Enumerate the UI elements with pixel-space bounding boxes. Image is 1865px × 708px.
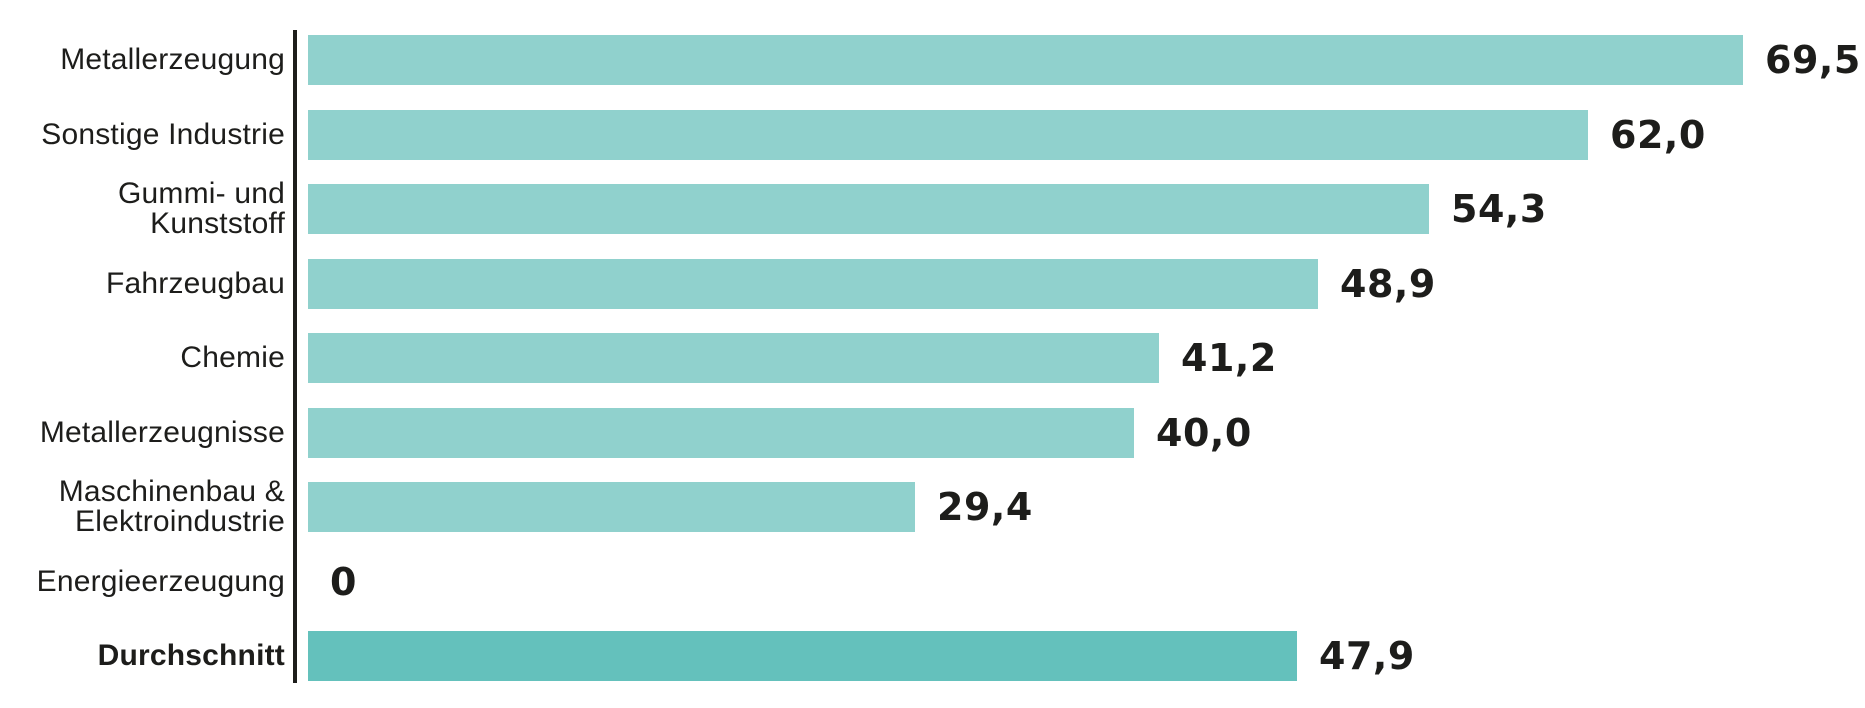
category-label-line: Fahrzeugbau bbox=[106, 266, 285, 300]
category-label: Metallerzeugnisse bbox=[0, 415, 285, 449]
chart-row: Metallerzeugnisse 40,0 bbox=[0, 396, 1865, 471]
bar bbox=[308, 482, 915, 533]
chart-row: Energieerzeugung 0 bbox=[0, 545, 1865, 620]
value-label: 41,2 bbox=[1181, 336, 1277, 381]
category-label: Fahrzeugbau bbox=[0, 266, 285, 300]
category-label: Gummi- und Kunststoff bbox=[0, 179, 285, 239]
bar bbox=[308, 631, 1297, 682]
value-label: 40,0 bbox=[1156, 410, 1252, 455]
value-label: 29,4 bbox=[937, 485, 1033, 530]
category-label-line: Metallerzeugnisse bbox=[39, 415, 285, 449]
chart-row: Durchschnitt 47,9 bbox=[0, 619, 1865, 694]
category-label-line: Kunststoff bbox=[150, 207, 285, 241]
category-label-line: Gummi- und bbox=[117, 177, 285, 211]
value-label: 54,3 bbox=[1451, 187, 1547, 232]
chart-rows: Metallerzeugung 69,5 Sonstige Industrie 62,… bbox=[0, 23, 1865, 694]
value-label: 47,9 bbox=[1319, 634, 1415, 679]
y-axis-line bbox=[293, 30, 297, 683]
chart-row: Maschinenbau & Elektroindustrie 29,4 bbox=[0, 470, 1865, 545]
bar bbox=[308, 109, 1588, 160]
value-label: 69,5 bbox=[1765, 38, 1861, 83]
bar-area: 62,0 bbox=[308, 109, 1865, 160]
bar bbox=[308, 35, 1743, 86]
category-label-line: Durchschnitt bbox=[97, 639, 285, 673]
category-label: Maschinenbau & Elektroindustrie bbox=[0, 477, 285, 537]
category-label-line: Chemie bbox=[180, 341, 285, 375]
category-label: Energieerzeugung bbox=[0, 564, 285, 598]
category-label-line: Sonstige Industrie bbox=[41, 117, 285, 151]
category-label-line: Elektroindustrie bbox=[75, 505, 285, 539]
category-label-line: Energieerzeugung bbox=[36, 564, 285, 598]
bar-area: 40,0 bbox=[308, 407, 1865, 458]
category-label-line: Maschinenbau & bbox=[58, 475, 285, 509]
chart-row: Gummi- und Kunststoff 54,3 bbox=[0, 172, 1865, 247]
bar bbox=[308, 407, 1134, 458]
category-label: Metallerzeugung bbox=[0, 45, 285, 75]
chart-row: Sonstige Industrie 62,0 bbox=[0, 98, 1865, 173]
chart-row: Chemie 41,2 bbox=[0, 321, 1865, 396]
value-label: 62,0 bbox=[1610, 112, 1706, 157]
bar-area: 47,9 bbox=[308, 631, 1865, 682]
bar-area: 29,4 bbox=[308, 482, 1865, 533]
category-label: Chemie bbox=[0, 343, 285, 373]
bar-area: 48,9 bbox=[308, 258, 1865, 309]
category-label: Durchschnitt bbox=[0, 641, 285, 671]
chart-row: Fahrzeugbau 48,9 bbox=[0, 247, 1865, 322]
category-label-line: Metallerzeugung bbox=[60, 43, 285, 77]
bar-area: 69,5 bbox=[308, 35, 1865, 86]
bar-area: 0 bbox=[308, 557, 1865, 607]
bar bbox=[308, 258, 1318, 309]
bar bbox=[308, 333, 1159, 384]
bar-area: 41,2 bbox=[308, 333, 1865, 384]
category-label: Sonstige Industrie bbox=[0, 117, 285, 151]
bar-area: 54,3 bbox=[308, 184, 1865, 235]
bar bbox=[308, 184, 1429, 235]
value-label: 48,9 bbox=[1340, 261, 1436, 306]
value-label: 0 bbox=[330, 559, 357, 604]
chart-row: Metallerzeugung 69,5 bbox=[0, 23, 1865, 98]
